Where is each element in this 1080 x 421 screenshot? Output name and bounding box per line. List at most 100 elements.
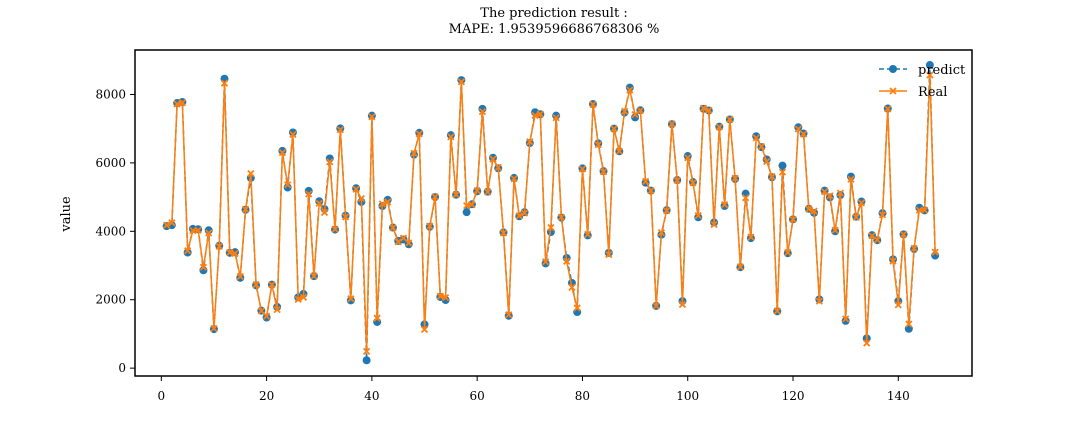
- point-predict: [404, 240, 413, 249]
- point-real: [220, 79, 229, 87]
- legend-marker-predict: [889, 65, 897, 73]
- point-real: [905, 320, 913, 328]
- point-real: [463, 202, 471, 210]
- point-real: [747, 233, 755, 241]
- x-tick-label: 40: [364, 389, 379, 403]
- point-real: [347, 295, 355, 303]
- point-real: [252, 281, 260, 289]
- x-tick-label: 120: [782, 389, 805, 403]
- x-tick-label: 20: [259, 389, 274, 403]
- point-real: [568, 283, 576, 292]
- point-real: [873, 236, 881, 244]
- point-real: [910, 244, 918, 253]
- point-real: [768, 172, 776, 181]
- point-real: [289, 130, 297, 139]
- point-real: [636, 106, 644, 115]
- point-real: [452, 191, 460, 199]
- point-real: [652, 302, 660, 310]
- point-real: [210, 324, 218, 333]
- point-real: [420, 325, 429, 334]
- point-real: [757, 142, 766, 151]
- point-real: [720, 200, 729, 209]
- point-real: [320, 208, 329, 217]
- point-real: [894, 301, 902, 309]
- point-real: [684, 154, 692, 162]
- point-predict: [857, 197, 866, 206]
- legend-point-real: [889, 87, 897, 95]
- point-real: [231, 249, 239, 258]
- point-real: [394, 238, 402, 246]
- point-real: [584, 230, 592, 239]
- point-real: [541, 258, 550, 266]
- point-real: [884, 105, 892, 113]
- point-predict: [683, 152, 692, 161]
- point-predict: [236, 273, 245, 282]
- point-real: [605, 250, 613, 259]
- point-predict: [794, 123, 803, 132]
- point-real: [305, 190, 313, 198]
- point-real: [926, 71, 934, 79]
- point-predict: [457, 76, 466, 85]
- point-real: [441, 294, 450, 302]
- point-real: [515, 212, 523, 220]
- point-predict: [694, 213, 703, 222]
- point-real: [310, 272, 318, 280]
- point-real: [273, 306, 281, 314]
- point-real: [478, 107, 487, 116]
- point-real: [763, 157, 771, 166]
- point-predict: [336, 124, 345, 133]
- point-real: [620, 107, 629, 115]
- chart-subtitle: MAPE: 1.9539596686768306 %: [449, 22, 660, 37]
- point-real: [194, 226, 202, 234]
- y-tick-label: 6000: [95, 156, 126, 170]
- point-real: [162, 221, 171, 229]
- point-real: [178, 99, 187, 107]
- point-predict: [778, 161, 787, 170]
- point-real: [536, 110, 544, 118]
- point-real: [726, 115, 734, 124]
- point-real: [705, 106, 713, 114]
- point-real: [857, 199, 866, 207]
- point-real: [262, 312, 271, 320]
- point-real: [499, 229, 508, 237]
- point-real: [357, 194, 365, 203]
- x-tick-label: 140: [887, 389, 910, 403]
- point-real: [362, 347, 371, 356]
- point-predict: [462, 208, 471, 217]
- point-real: [715, 123, 723, 131]
- point-real: [799, 130, 808, 138]
- point-real: [641, 177, 650, 185]
- point-predict: [278, 146, 287, 155]
- point-real: [626, 86, 634, 94]
- point-real: [278, 148, 287, 157]
- point-real: [673, 176, 681, 184]
- point-real: [331, 225, 339, 233]
- point-real: [663, 207, 671, 215]
- series-real: [162, 71, 939, 356]
- point-real: [878, 211, 887, 219]
- point-real: [847, 175, 855, 183]
- point-real: [736, 263, 745, 271]
- point-real: [184, 247, 192, 255]
- point-real: [899, 230, 908, 239]
- point-real: [257, 307, 265, 315]
- plot-area: 0 20 40 60 80 100 120 140 0 2000 4000 6000 8000: [95, 49, 973, 403]
- point-real: [731, 174, 739, 182]
- point-predict: [541, 259, 550, 268]
- point-real: [468, 200, 476, 209]
- legend: predict Real: [879, 63, 966, 100]
- point-real: [742, 194, 750, 202]
- point-predict: [720, 201, 729, 210]
- point-real: [805, 205, 813, 213]
- point-real: [784, 248, 792, 257]
- point-real: [384, 198, 392, 206]
- point-real: [241, 205, 250, 214]
- x-tick-label: 100: [676, 389, 699, 403]
- point-real: [589, 100, 597, 109]
- x-tick-label: 60: [470, 389, 485, 403]
- point-real: [694, 211, 702, 220]
- legend-label-predict: predict: [918, 63, 966, 78]
- point-real: [778, 168, 787, 176]
- point-predict: [399, 235, 408, 244]
- point-real: [326, 158, 334, 166]
